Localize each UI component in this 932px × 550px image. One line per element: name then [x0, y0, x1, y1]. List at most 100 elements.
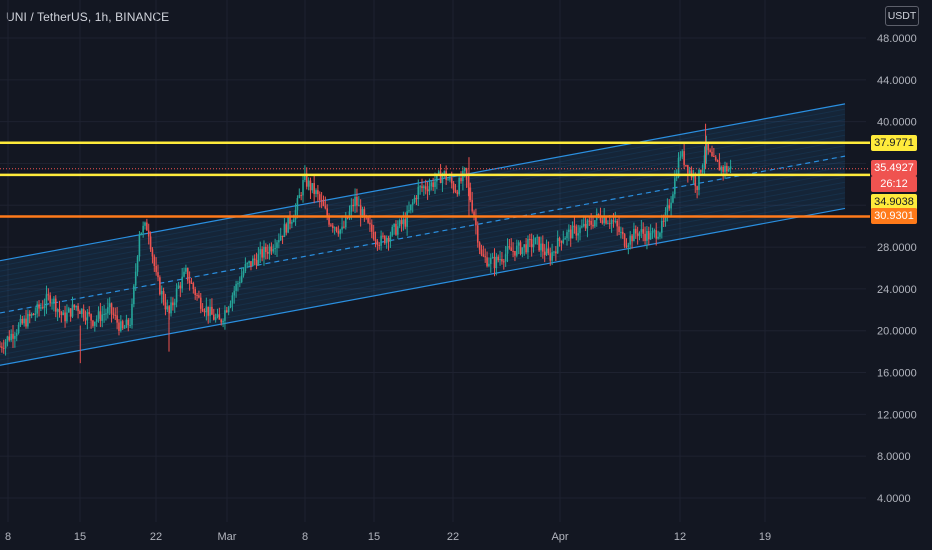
candle-body — [475, 217, 477, 226]
candle-body — [227, 307, 230, 313]
candle-body — [449, 178, 451, 180]
candle-body — [454, 189, 457, 192]
candle-body — [597, 213, 600, 216]
time-axis-label: Apr — [551, 531, 568, 543]
candle-body — [54, 298, 57, 312]
candle-body — [298, 195, 301, 199]
candle-body — [469, 187, 472, 201]
candle-body — [270, 246, 273, 252]
candle-body — [662, 220, 665, 222]
candle-body — [129, 324, 131, 326]
candle-body — [190, 282, 193, 284]
candle-body — [423, 186, 425, 188]
candle-body — [67, 308, 70, 313]
candle-body — [584, 223, 587, 229]
candle-body — [603, 217, 605, 224]
candle-body — [287, 216, 289, 233]
symbol-title: UNI / TetherUS, 1h, BINANCE — [6, 10, 170, 24]
candle-body — [34, 313, 37, 315]
candle-body — [201, 308, 204, 312]
candle-body — [489, 258, 492, 264]
candle-body — [36, 304, 38, 314]
candle-body — [538, 236, 540, 251]
candle-body — [385, 237, 388, 244]
candle-body — [510, 247, 513, 251]
candle-body — [558, 238, 561, 242]
candle-body — [220, 319, 223, 323]
candle-body — [473, 211, 475, 218]
candle-body — [233, 290, 236, 296]
candle-body — [252, 258, 254, 267]
candle-body — [203, 311, 206, 313]
candle-body — [437, 171, 440, 174]
candle-body — [151, 249, 154, 257]
candle-body — [199, 297, 202, 309]
candle-body — [573, 225, 576, 227]
candle-body — [555, 251, 557, 254]
candle-body — [406, 211, 408, 227]
channel-hatch — [0, 197, 846, 356]
candle-body — [718, 161, 721, 171]
candle-body — [302, 180, 304, 196]
candle-body — [75, 305, 78, 308]
candle-body — [90, 314, 92, 321]
candle-body — [452, 183, 455, 190]
candle-body — [144, 222, 146, 226]
candle-body — [2, 347, 5, 349]
candle-body — [164, 302, 167, 310]
candle-body — [393, 224, 395, 227]
candle-body — [703, 155, 706, 165]
candle-body — [672, 194, 674, 203]
candle-body — [716, 159, 719, 162]
candle-body — [155, 266, 157, 273]
candle-body — [443, 171, 446, 176]
candle-body — [94, 321, 96, 326]
candle-body — [21, 318, 24, 324]
candle-body — [415, 197, 418, 200]
candle-body — [99, 311, 102, 321]
candle-body — [172, 302, 174, 306]
candle-body — [651, 230, 654, 233]
candle-body — [447, 179, 449, 181]
channel-hatch — [0, 181, 846, 340]
candle-body — [508, 246, 511, 248]
candle-body — [476, 225, 479, 243]
candle-body — [92, 320, 94, 326]
candle-body — [265, 246, 267, 253]
candle-body — [698, 169, 700, 191]
candle-body — [166, 306, 169, 310]
candle-body — [120, 321, 122, 331]
candle-body — [380, 235, 382, 246]
candle-body — [480, 249, 483, 255]
candle-body — [612, 220, 615, 222]
candle-body — [599, 215, 602, 221]
candle-body — [722, 166, 724, 172]
candle-body — [536, 236, 539, 238]
candle-body — [467, 179, 470, 188]
candle-body — [577, 233, 579, 236]
candle-body — [564, 238, 566, 240]
candle-body — [279, 235, 282, 241]
candle-body — [23, 318, 25, 324]
channel-lower-line[interactable] — [0, 207, 846, 366]
candle-body — [354, 196, 356, 207]
candle-body — [142, 225, 144, 233]
candle-body — [608, 223, 611, 225]
candle-body — [173, 302, 176, 306]
candle-body — [530, 239, 533, 248]
channel-hatch — [0, 166, 846, 324]
candle-body — [679, 156, 682, 158]
candle-body — [149, 236, 152, 250]
time-axis-label: 8 — [5, 531, 11, 543]
candle-body — [367, 217, 369, 223]
candle-body — [32, 313, 35, 315]
candle-body — [344, 217, 347, 228]
candle-body — [653, 230, 656, 232]
candle-body — [170, 302, 172, 314]
candle-body — [192, 283, 195, 290]
candle-body — [588, 220, 591, 222]
currency-selector[interactable]: USDT — [885, 6, 919, 26]
countdown-tag: 26:12 — [871, 175, 917, 192]
candle-body — [374, 239, 377, 241]
